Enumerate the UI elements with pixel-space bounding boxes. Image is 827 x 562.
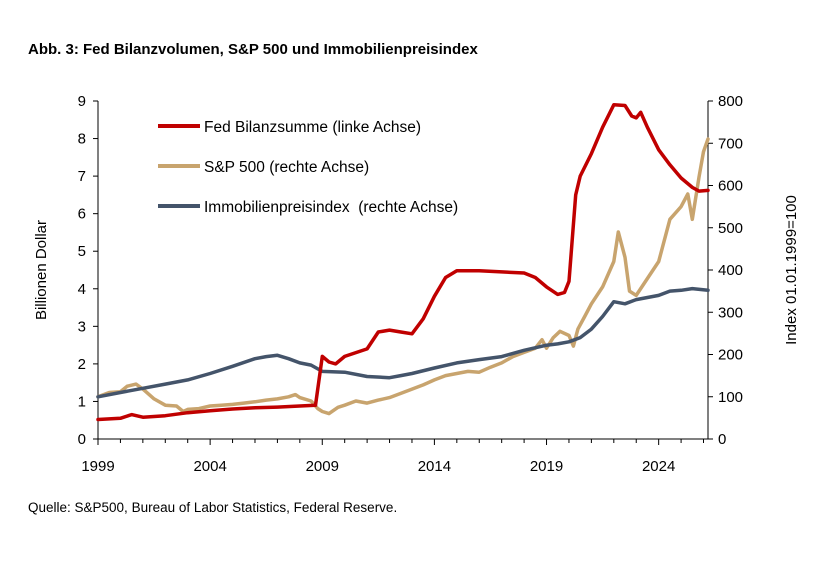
y-tick-label-right: 300 xyxy=(718,304,743,321)
axes: 0 1 2 3 4 5 6 7 8 9 0 100 200 300 400 500 600 700 800 1999 2… xyxy=(78,93,743,475)
series-line-1 xyxy=(96,137,710,416)
legend-label: Fed Bilanzsumme (linke Achse) xyxy=(204,119,421,136)
series-line-0 xyxy=(96,103,710,422)
y-tick-label-right: 500 xyxy=(718,220,743,237)
y-tick-label-left: 7 xyxy=(78,168,86,185)
y-tick-label-left: 4 xyxy=(78,281,86,298)
y-tick-label-left: 5 xyxy=(78,243,86,260)
y-tick-label-left: 8 xyxy=(78,131,86,148)
x-tick-label: 2009 xyxy=(306,458,339,475)
x-tick-label: 2024 xyxy=(642,458,675,475)
x-tick-label: 2004 xyxy=(193,458,226,475)
y-tick-label-right: 200 xyxy=(718,347,743,364)
legend: Fed Bilanzsumme (linke Achse) S&P 500 (re… xyxy=(158,119,458,216)
legend-label: S&P 500 (rechte Achse) xyxy=(204,159,369,176)
y-tick-label-right: 600 xyxy=(718,178,743,195)
legend-label: Immobilienpreisindex (rechte Achse) xyxy=(204,199,458,216)
x-tick-label: 1999 xyxy=(81,458,114,475)
y-tick-label-left: 0 xyxy=(78,431,86,448)
y-tick-label-left: 9 xyxy=(78,93,86,110)
y-tick-label-right: 0 xyxy=(718,431,726,448)
y-tick-label-right: 700 xyxy=(718,135,743,152)
y-axis-label-right: Index 01.01.1999=100 xyxy=(783,195,800,345)
chart-title: Abb. 3: Fed Bilanzvolumen, S&P 500 und I… xyxy=(28,41,478,58)
y-tick-label-right: 100 xyxy=(718,389,743,406)
y-tick-label-left: 6 xyxy=(78,206,86,223)
y-axis-label-left: Billionen Dollar xyxy=(33,220,50,320)
y-tick-label-right: 400 xyxy=(718,262,743,279)
series-line-2 xyxy=(96,286,710,399)
y-tick-label-left: 2 xyxy=(78,356,86,373)
y-tick-label-right: 800 xyxy=(718,93,743,110)
series-layer xyxy=(96,103,710,422)
source-note: Quelle: S&P500, Bureau of Labor Statisti… xyxy=(28,500,398,515)
x-tick-label: 2014 xyxy=(418,458,451,475)
y-tick-label-left: 1 xyxy=(78,393,86,410)
y-tick-label-left: 3 xyxy=(78,318,86,335)
x-tick-label: 2019 xyxy=(530,458,563,475)
